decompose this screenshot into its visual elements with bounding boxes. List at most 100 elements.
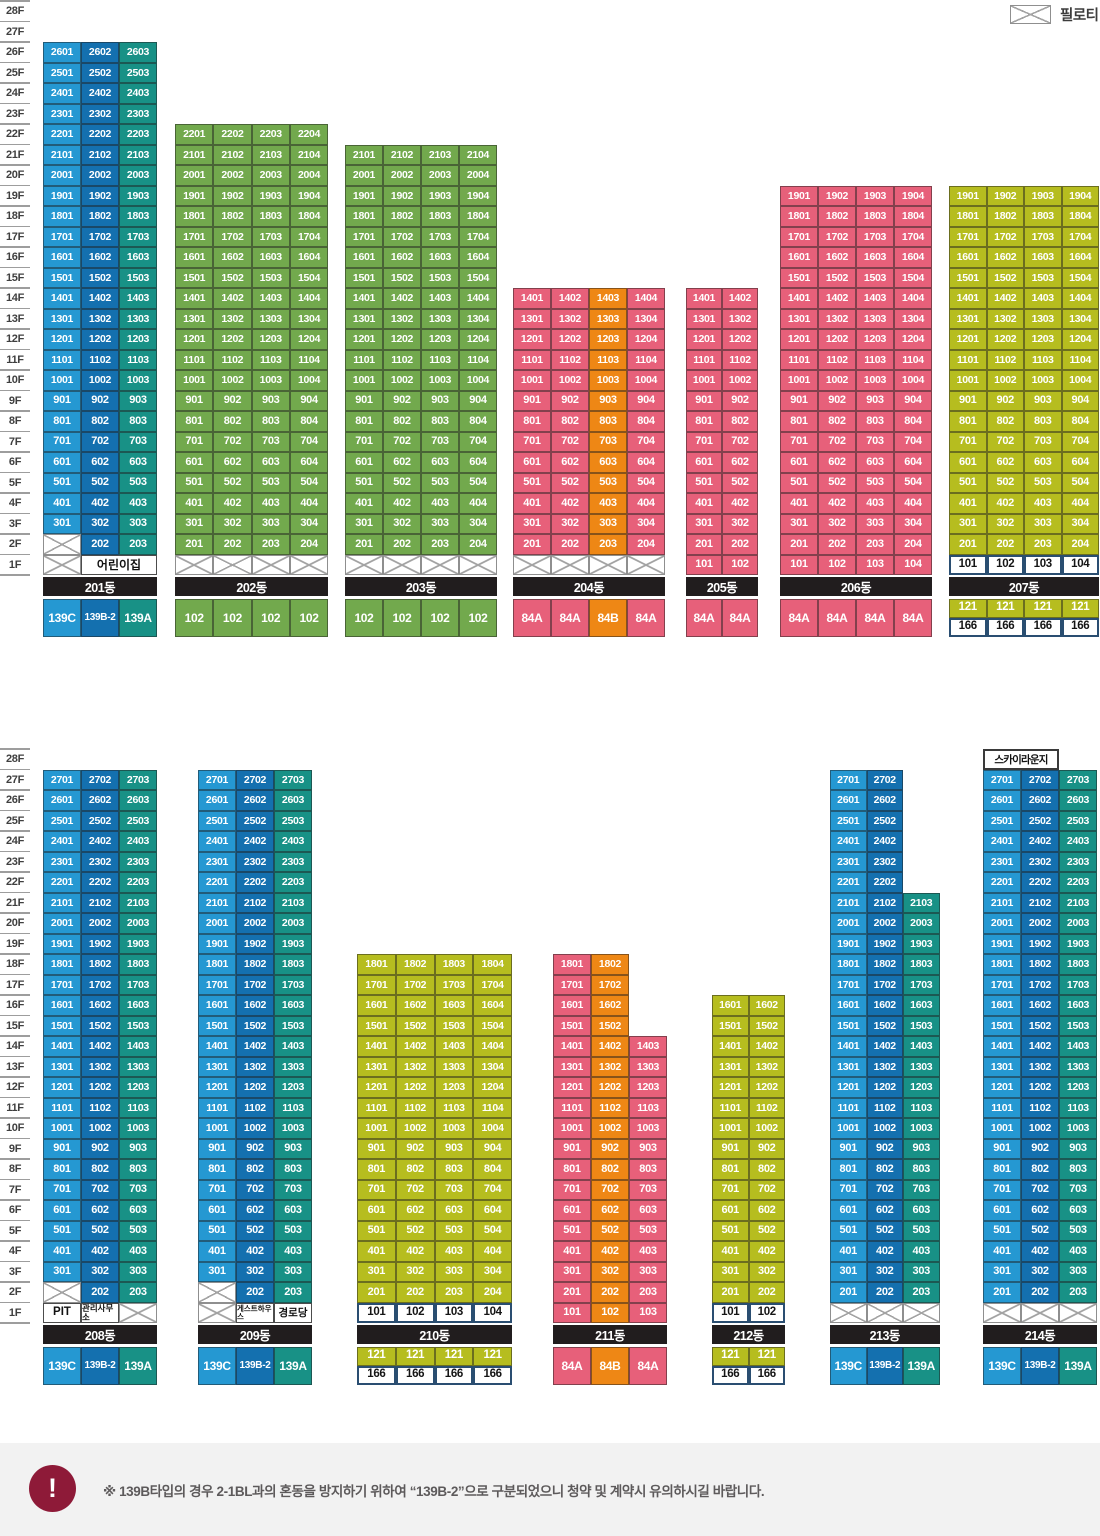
unit-cell: 1502	[591, 1015, 629, 1036]
unit-cell: 1702	[213, 226, 252, 247]
unit-cell: 402	[236, 1241, 274, 1262]
unit-cell-ground: 103	[434, 1302, 474, 1323]
unit-cell: 203	[434, 1282, 474, 1303]
type-cell: 139C	[198, 1346, 236, 1385]
type-cell: 121	[949, 598, 987, 618]
unit-cell: 1503	[903, 1015, 940, 1036]
type-cell: 139A	[274, 1346, 312, 1385]
unit-cell: 503	[1024, 472, 1062, 493]
unit-cell: 1702	[591, 974, 629, 995]
unit-cell: 1903	[119, 933, 157, 954]
unit-cell: 403	[1059, 1241, 1097, 1262]
unit-cell: 201	[983, 1282, 1021, 1303]
unit-cell: 1804	[289, 206, 329, 227]
floor-label: 23F	[5, 855, 25, 868]
floor-gridline	[0, 471, 30, 474]
unit-cell: 1402	[383, 288, 421, 309]
unit-cell: 601	[345, 452, 383, 473]
unit-cell: 2201	[830, 872, 867, 893]
unit-cell: 901	[175, 390, 214, 411]
unit-cell: 1201	[43, 329, 81, 350]
unit-cell: 1201	[513, 329, 551, 350]
unit-cell: 2301	[983, 851, 1021, 872]
unit-cell: 2502	[236, 810, 274, 831]
unit-cell: 1403	[251, 288, 290, 309]
unit-cell: 1802	[81, 206, 119, 227]
type-cell: 102	[421, 598, 459, 637]
unit-cell: 803	[856, 411, 894, 432]
floor-label: 12F	[5, 333, 25, 346]
unit-cell: 1302	[722, 308, 758, 329]
unit-cell: 403	[434, 1241, 474, 1262]
floor-label: 20F	[5, 169, 25, 182]
unit-cell: 1601	[949, 247, 987, 268]
unit-cell: 2102	[383, 144, 421, 165]
unit-cell: 201	[553, 1282, 591, 1303]
unit-cell: 601	[949, 452, 987, 473]
unit-cell: 1001	[513, 370, 551, 391]
unit-cell: 2103	[1059, 892, 1097, 913]
unit-cell: 701	[553, 1179, 591, 1200]
unit-cell: 1901	[198, 933, 236, 954]
unit-cell: 202	[722, 534, 758, 555]
unit-cell: 1001	[553, 1118, 591, 1139]
type-cell: 102	[345, 598, 383, 637]
unit-cell: 1201	[780, 329, 818, 350]
unit-cell: 1202	[818, 329, 856, 350]
unit-cell: 103	[856, 554, 894, 575]
unit-cell: 403	[119, 493, 157, 514]
unit-cell: 1901	[43, 933, 81, 954]
type-cell: 166	[748, 1365, 785, 1385]
unit-cell: 303	[629, 1261, 667, 1282]
unit-cell: 1601	[830, 995, 867, 1016]
unit-cell: 1501	[830, 1015, 867, 1036]
unit-cell: 2103	[903, 892, 940, 913]
unit-cell: 603	[629, 1200, 667, 1221]
unit-cell: 1002	[722, 370, 758, 391]
unit-cell: 404	[473, 1241, 512, 1262]
unit-cell: 501	[43, 1220, 81, 1241]
unit-cell: 1803	[903, 954, 940, 975]
unit-cell: 1202	[722, 329, 758, 350]
unit-cell: 804	[473, 1159, 512, 1180]
unit-cell: 1601	[175, 247, 214, 268]
type-cell: 166	[1061, 617, 1099, 637]
unit-cell: 104	[894, 554, 932, 575]
unit-cell: 402	[986, 493, 1024, 514]
floor-label: 20F	[5, 917, 25, 930]
unit-cell: 1203	[629, 1077, 667, 1098]
unit-cell: 603	[119, 452, 157, 473]
unit-cell: 702	[81, 431, 119, 452]
unit-cell: 602	[395, 1200, 435, 1221]
unit-cell: 103	[629, 1302, 667, 1323]
floor-gridline	[0, 1158, 30, 1160]
unit-cell: 502	[818, 472, 856, 493]
floor-label: 17F	[5, 230, 25, 243]
floor-gridline	[0, 1035, 30, 1037]
unit-cell: 1403	[1024, 288, 1062, 309]
floor-label: 16F	[5, 251, 25, 264]
unit-cell: 1202	[591, 1077, 629, 1098]
building-bar-211: 211동	[553, 1324, 667, 1344]
building-bar-203: 203동	[345, 576, 497, 596]
unit-cell: 2003	[274, 913, 312, 934]
unit-cell: 702	[866, 1179, 903, 1200]
unit-cell: 1304	[627, 308, 665, 329]
unit-cell: 2002	[81, 165, 119, 186]
unit-cell: 1802	[591, 954, 629, 975]
unit-cell: 1801	[345, 206, 383, 227]
unit-cell: 1701	[43, 974, 81, 995]
unit-cell: 1003	[434, 1118, 474, 1139]
unit-cell: 1703	[119, 974, 157, 995]
unit-cell: 1802	[236, 954, 274, 975]
unit-cell: 2503	[1059, 810, 1097, 831]
unit-cell: 302	[722, 513, 758, 534]
unit-cell: 901	[345, 390, 383, 411]
facility-cell: 어린이집	[81, 554, 157, 575]
unit-cell: 1901	[983, 933, 1021, 954]
unit-cell: 501	[43, 472, 81, 493]
unit-cell: 801	[175, 411, 214, 432]
unit-cell: 304	[1061, 513, 1099, 534]
unit-cell: 1701	[553, 974, 591, 995]
